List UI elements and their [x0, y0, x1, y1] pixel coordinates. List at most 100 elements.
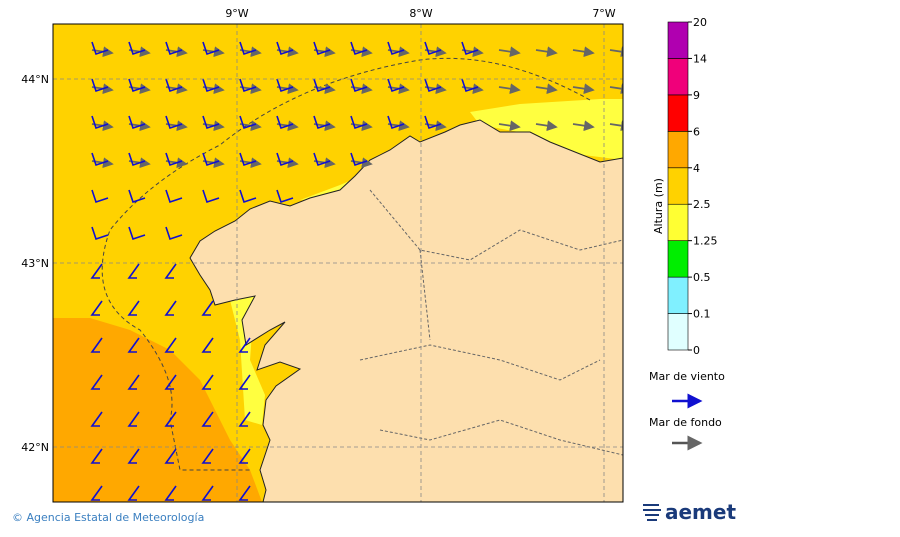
- wind-arrow: [91, 226, 109, 241]
- wind-arrow: [350, 41, 368, 56]
- wind-arrow: [165, 115, 183, 130]
- swell-arrow: [572, 83, 595, 95]
- wind-arrow: [201, 300, 214, 316]
- wind-arrow: [313, 115, 331, 130]
- wind-arrow: [424, 78, 442, 93]
- colorbar-title: Altura (m): [652, 178, 665, 234]
- colorbar: 0 0.1 0.5 1.25 2.5 4 6 9 14 20: [667, 16, 718, 357]
- wind-arrow: [461, 41, 479, 56]
- wind-arrow: [350, 78, 368, 93]
- colorbar-segment: [667, 58, 689, 96]
- wind-arrow: [91, 78, 109, 93]
- swell-arrow: [535, 83, 558, 95]
- wind-arrow: [128, 189, 146, 204]
- wind-arrow: [127, 263, 140, 279]
- wind-arrow: [165, 226, 183, 241]
- wind-arrow: [128, 78, 146, 93]
- wind-arrow: [276, 115, 294, 130]
- colorbar-label: 14: [693, 52, 707, 65]
- swell-arrow: [572, 120, 595, 132]
- wind-arrow: [164, 448, 177, 464]
- wind-arrow: [313, 152, 331, 167]
- wind-arrow: [239, 152, 257, 167]
- wind-arrow: [238, 374, 251, 390]
- wind-arrow: [164, 485, 177, 501]
- colorbar-segment: [667, 94, 689, 132]
- wind-arrow: [165, 189, 183, 204]
- wind-arrow: [165, 41, 183, 56]
- lat-label: 42°N: [21, 441, 49, 454]
- swell-arrow: [609, 120, 623, 132]
- credit: © Agencia Estatal de Meteorología: [12, 511, 204, 524]
- wind-arrow: [238, 337, 251, 353]
- wind-arrow: [276, 152, 294, 167]
- wind-arrow: [387, 41, 405, 56]
- colorbar-label: 1.25: [693, 235, 718, 248]
- wind-arrow: [91, 115, 109, 130]
- wind-arrow: [276, 41, 294, 56]
- wind-arrow: [461, 78, 479, 93]
- wind-arrow: [91, 189, 109, 204]
- lon-label: 7°W: [592, 7, 615, 20]
- wind-arrow: [90, 300, 103, 316]
- swell-arrow: [498, 46, 521, 58]
- wind-arrow: [202, 115, 220, 130]
- colorbar-segment: [667, 167, 689, 205]
- swell-arrow: [535, 46, 558, 58]
- wind-arrow: [127, 448, 140, 464]
- wind-arrow: [424, 41, 442, 56]
- wind-arrow: [276, 78, 294, 93]
- wind-arrow: [90, 374, 103, 390]
- swell-arrow: [609, 83, 623, 95]
- wind-arrow: [238, 485, 251, 501]
- wind-arrow: [202, 41, 220, 56]
- wind-arrow: [90, 485, 103, 501]
- wind-arrow: [387, 115, 405, 130]
- logo: aemet: [665, 500, 736, 524]
- wind-arrow: [424, 115, 442, 130]
- wind-arrow: [202, 152, 220, 167]
- wind-arrow: [164, 263, 177, 279]
- wind-arrow: [387, 78, 405, 93]
- wind-arrow: [202, 78, 220, 93]
- colorbar-segment: [667, 131, 689, 169]
- wind-arrow: [127, 300, 140, 316]
- colorbar-label: 20: [693, 16, 707, 29]
- wind-arrow: [164, 374, 177, 390]
- wind-arrow: [239, 41, 257, 56]
- colorbar-label: 2.5: [693, 198, 711, 211]
- moderate-wave-zone: [230, 99, 623, 425]
- wind-arrow: [350, 115, 368, 130]
- colorbar-segment: [667, 240, 689, 278]
- colorbar-label: 0: [693, 344, 700, 357]
- colorbar-label: 4: [693, 162, 700, 175]
- swell-arrow: [572, 46, 595, 58]
- wind-arrow: [239, 78, 257, 93]
- wind-arrow: [238, 448, 251, 464]
- coastal-zone-boundary: [101, 57, 591, 471]
- wind-arrow: [238, 411, 251, 427]
- graticule: [53, 24, 623, 502]
- wind-arrow: [127, 485, 140, 501]
- wind-arrow: [128, 41, 146, 56]
- colorbar-segment: [667, 21, 689, 59]
- wind-arrow: [201, 448, 214, 464]
- wind-arrow: [202, 189, 220, 204]
- colorbar-label: 0.5: [693, 271, 711, 284]
- swell-arrow: [498, 83, 521, 95]
- map-frame: [52, 23, 624, 503]
- high-wave-zone: [53, 318, 262, 502]
- lon-label: 8°W: [409, 7, 432, 20]
- colorbar-label: 9: [693, 89, 700, 102]
- wind-arrow: [165, 152, 183, 167]
- wind-arrow: [90, 448, 103, 464]
- wind-arrow: [201, 411, 214, 427]
- colorbar-label: 6: [693, 125, 700, 138]
- swell-arrow: [535, 120, 558, 132]
- colorbar-segment: [667, 313, 689, 351]
- wind-arrow: [128, 115, 146, 130]
- colorbar-segment: [667, 203, 689, 241]
- wind-arrow: [127, 411, 140, 427]
- wind-arrow: [90, 337, 103, 353]
